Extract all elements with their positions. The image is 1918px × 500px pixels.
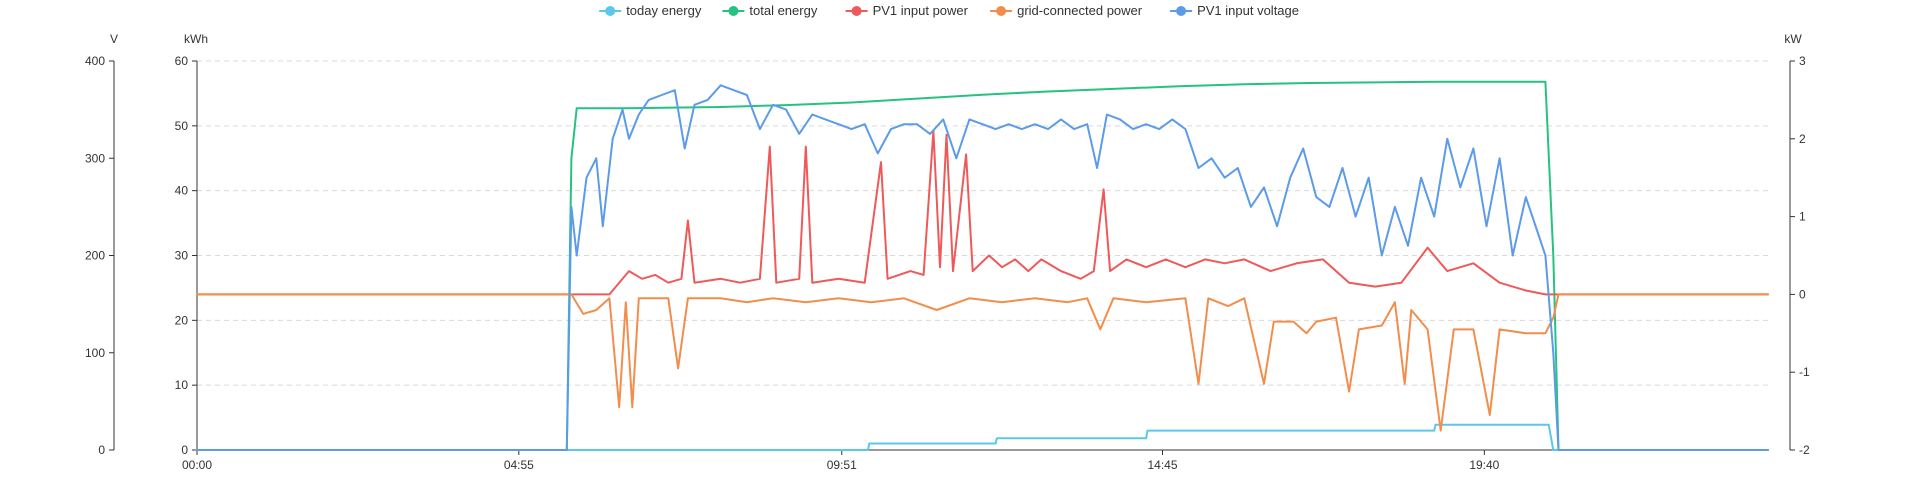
voltage-tick-label: 100	[85, 346, 105, 360]
power-tick-label: 0	[1799, 287, 1806, 301]
energy-tick-label: 20	[175, 313, 189, 327]
legend-marker	[851, 6, 862, 16]
x-tick-label: 09:51	[827, 458, 857, 472]
energy-axis-title: kWh	[184, 32, 208, 46]
legend-item-3[interactable]: grid-connected power	[990, 3, 1143, 18]
power-tick-label: 2	[1799, 132, 1806, 146]
legend-item-1[interactable]: total energy	[722, 3, 818, 18]
x-tick-label: 14:45	[1147, 458, 1177, 472]
x-tick-label: 00:00	[182, 458, 212, 472]
voltage-axis-title: V	[110, 32, 118, 46]
series-line-1	[196, 80, 1769, 451]
legend-item-0[interactable]: today energy	[599, 3, 702, 18]
legend-item-4[interactable]: PV1 input voltage	[1170, 3, 1299, 18]
voltage-tick-label: 200	[85, 249, 105, 263]
voltage-tick-label: 400	[85, 54, 105, 68]
voltage-tick-label: 300	[85, 151, 105, 165]
power-tick-label: 1	[1799, 210, 1806, 224]
x-tick-label: 04:55	[504, 458, 534, 472]
series-line-3	[196, 293, 1769, 432]
energy-tick-label: 40	[175, 184, 189, 198]
legend-marker	[996, 6, 1007, 16]
legend-marker	[605, 6, 616, 16]
energy-tick-label: 10	[175, 378, 189, 392]
chart-series	[196, 80, 1769, 451]
legend-marker	[1176, 6, 1187, 16]
chart-legend: today energy total energy PV1 input power g…	[599, 3, 1299, 18]
legend-label: PV1 input power	[873, 3, 969, 18]
series-line-0	[196, 423, 1769, 451]
legend-label: today energy	[626, 3, 702, 18]
grid-lines	[197, 60, 1768, 386]
x-tick-label: 19:40	[1469, 458, 1499, 472]
energy-tick-label: 50	[175, 119, 189, 133]
power-axis-title: kW	[1784, 32, 1802, 46]
legend-marker	[728, 6, 739, 16]
series-line-4	[196, 84, 1769, 451]
energy-tick-label: 30	[175, 249, 189, 263]
voltage-tick-label: 0	[98, 443, 105, 457]
energy-tick-label: 0	[181, 443, 188, 457]
power-tick-label: 3	[1799, 54, 1806, 68]
legend-item-2[interactable]: PV1 input power	[845, 3, 969, 18]
legend-label: grid-connected power	[1017, 3, 1143, 18]
series-line-2	[196, 130, 1769, 296]
legend-label: total energy	[749, 3, 817, 18]
power-tick-label: -1	[1799, 365, 1810, 379]
legend-label: PV1 input voltage	[1197, 3, 1299, 18]
energy-tick-label: 60	[175, 54, 189, 68]
power-tick-label: -2	[1799, 443, 1810, 457]
chart-axes: 00:00 04:55 09:51 14:45 19:400100200300400V0…	[85, 32, 1810, 472]
